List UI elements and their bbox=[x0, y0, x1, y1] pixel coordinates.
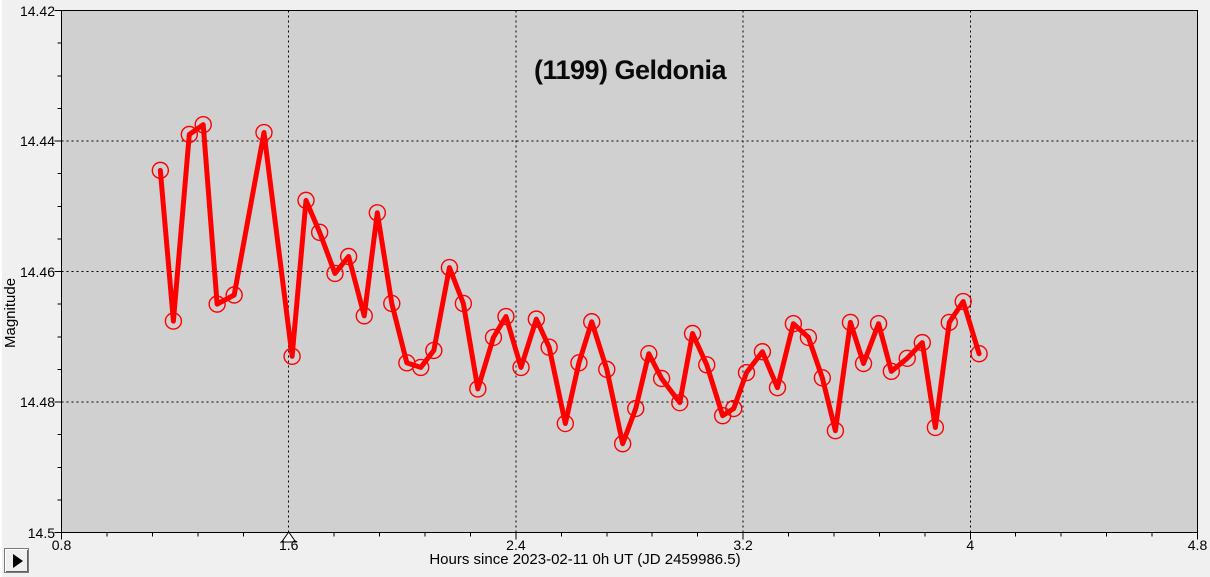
data-point-marker bbox=[151, 161, 170, 180]
data-point-marker bbox=[613, 435, 632, 453]
data-point-marker bbox=[954, 292, 972, 311]
lightcurve-line bbox=[157, 122, 982, 447]
data-point-marker bbox=[180, 125, 199, 144]
data-point-marker bbox=[627, 399, 645, 418]
data-point-marker bbox=[425, 341, 443, 360]
data-point-marker bbox=[970, 345, 988, 363]
data-point-marker bbox=[326, 264, 344, 283]
data-point-marker bbox=[784, 315, 803, 333]
axis-cursor-marker bbox=[280, 531, 297, 543]
x-tick-label: 1.6 bbox=[278, 537, 299, 553]
data-point-marker bbox=[355, 307, 373, 325]
data-point-marker bbox=[640, 345, 658, 363]
data-point-marker bbox=[412, 358, 430, 377]
data-point-marker bbox=[753, 343, 772, 361]
y-tick-label: 14.48 bbox=[19, 394, 55, 410]
data-point-marker bbox=[683, 324, 702, 343]
play-button[interactable] bbox=[4, 548, 29, 573]
data-point-marker bbox=[383, 294, 401, 313]
data-point-marker bbox=[898, 349, 916, 367]
data-point-marker bbox=[813, 369, 832, 387]
chart-title: (1199) Geldonia bbox=[533, 55, 727, 85]
y-tick-label: 14.46 bbox=[19, 263, 55, 280]
data-point-marker bbox=[725, 399, 743, 418]
data-point-marker bbox=[368, 204, 387, 222]
data-point-marker bbox=[926, 418, 945, 437]
x-tick-label: 2.4 bbox=[506, 537, 526, 553]
data-point-marker bbox=[283, 347, 301, 366]
data-point-marker bbox=[737, 363, 756, 382]
data-point-marker bbox=[540, 338, 558, 356]
data-point-marker bbox=[652, 369, 671, 388]
y-tick-label: 14.42 bbox=[19, 2, 55, 19]
window-edge-highlight bbox=[0, 0, 2, 577]
data-point-marker bbox=[556, 414, 575, 433]
data-point-marker bbox=[297, 191, 315, 210]
data-point-marker bbox=[598, 360, 616, 379]
data-point-marker bbox=[940, 313, 958, 332]
data-point-marker bbox=[310, 223, 329, 242]
y-axis-title: Magnitude bbox=[2, 277, 19, 348]
data-point-marker bbox=[841, 313, 860, 332]
data-point-marker bbox=[583, 313, 601, 331]
data-point-marker bbox=[225, 286, 243, 304]
data-point-marker bbox=[799, 328, 818, 347]
data-point-marker bbox=[255, 123, 273, 142]
y-tick-label: 14.44 bbox=[19, 133, 55, 149]
x-tick-label: 3.2 bbox=[733, 537, 753, 553]
data-point-marker bbox=[454, 294, 473, 313]
data-point-marker bbox=[768, 378, 787, 397]
data-point-marker bbox=[512, 358, 530, 377]
data-point-marker bbox=[440, 258, 459, 277]
data-point-marker bbox=[698, 356, 716, 374]
data-point-marker bbox=[208, 295, 226, 313]
data-point-marker bbox=[194, 115, 212, 134]
data-point-marker bbox=[164, 312, 183, 330]
x-tick-label: 0.8 bbox=[51, 537, 72, 553]
data-point-marker bbox=[913, 333, 932, 352]
data-point-marker bbox=[497, 307, 515, 326]
data-point-marker bbox=[570, 354, 588, 372]
data-point-marker bbox=[339, 247, 358, 266]
data-point-marker bbox=[826, 422, 845, 440]
x-tick-label: 4 bbox=[966, 537, 975, 553]
data-point-marker bbox=[869, 315, 888, 333]
data-point-marker bbox=[484, 328, 503, 347]
data-point-marker bbox=[854, 354, 873, 373]
x-tick-label: 4.8 bbox=[1187, 537, 1208, 553]
data-point-marker bbox=[882, 362, 901, 381]
data-point-marker bbox=[469, 380, 487, 398]
data-point-marker bbox=[527, 310, 546, 328]
y-tick-label: 14.5 bbox=[27, 524, 55, 541]
x-axis-title: Hours since 2023-02-11 0h UT (JD 2459986… bbox=[429, 551, 741, 568]
data-point-marker bbox=[671, 393, 689, 412]
play-icon bbox=[13, 553, 23, 568]
